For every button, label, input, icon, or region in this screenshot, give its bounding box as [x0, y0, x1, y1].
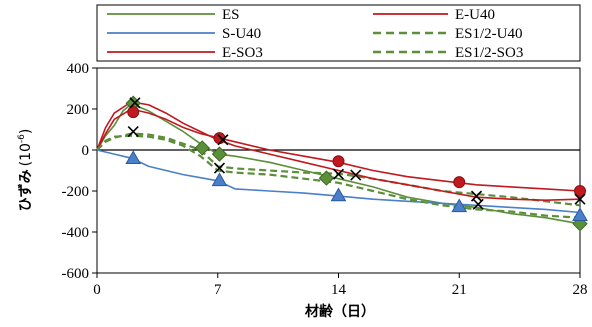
y-tick-label-2: 0 [82, 143, 90, 159]
point-es1-2-u40-3 [350, 169, 362, 181]
point-es1-2-u40-0 [127, 125, 139, 138]
point-es-2 [211, 146, 228, 162]
x-axis-title: 材齢（日） [305, 303, 375, 320]
y-tick-label-0: 400 [67, 61, 90, 77]
series-markers [125, 95, 588, 232]
point-es1-2-u40-1 [213, 162, 226, 174]
point-s-u40-1 [211, 172, 228, 187]
y-axis-title: ひずみ (10-6) [17, 129, 34, 212]
point-s-u40-3 [451, 198, 468, 213]
series-line-es1-2-u40 [96, 132, 581, 207]
point-es-1 [194, 140, 210, 156]
y-axis-title-exp: -6 [17, 134, 27, 143]
y-tick-label-1: 200 [67, 102, 90, 118]
x-tick-label-2: 14 [331, 282, 347, 298]
series-line-es1-2-so3 [96, 134, 581, 219]
legend-label-es: ES [222, 7, 240, 23]
point-s-u40-4 [572, 207, 588, 221]
point-e-so3-3 [574, 193, 586, 205]
y-tick-label-4: -400 [62, 225, 90, 241]
x-tick-label-3: 21 [452, 282, 467, 298]
legend: ES E-U40 S-U40 ES1/2-U40 E-SO3 ES1/2-SO3 [96, 4, 581, 62]
point-e-u40-2 [332, 155, 345, 168]
legend-label-es1-2-so3: ES1/2-SO3 [455, 45, 523, 61]
point-e-u40-4 [574, 185, 586, 197]
point-e-u40-1 [213, 132, 226, 145]
svg-text:ひずみ(10-6): ひずみ (10-6) [17, 129, 34, 212]
x-tick-label-0: 0 [93, 282, 101, 298]
legend-label-e-u40: E-U40 [455, 7, 495, 23]
point-e-u40-3 [453, 176, 466, 189]
point-es1-2-u40-2 [332, 168, 345, 180]
point-e-so3-2 [472, 198, 484, 210]
point-s-u40-0 [125, 150, 142, 164]
point-e-so3-0 [129, 97, 141, 109]
series-line-es [96, 103, 581, 225]
point-es-3 [318, 170, 335, 186]
x-tick-label-1: 7 [214, 282, 222, 298]
y-axis-title-main: ひずみ [17, 169, 34, 211]
y-axis-title-unit: (10 [18, 143, 34, 166]
legend-label-e-so3: E-SO3 [222, 45, 263, 61]
y-tick-label-5: -600 [62, 266, 90, 282]
point-e-so3-1 [217, 134, 229, 146]
x-tick-label-4: 28 [573, 282, 588, 298]
legend-label-s-u40: S-U40 [222, 26, 261, 42]
point-s-u40-2 [330, 187, 347, 202]
y-axis-title-close: ) [18, 129, 34, 134]
y-tick-label-3: -200 [62, 184, 90, 200]
legend-label-es1-2-u40: ES1/2-U40 [455, 26, 523, 42]
point-e-u40-0 [127, 106, 140, 119]
